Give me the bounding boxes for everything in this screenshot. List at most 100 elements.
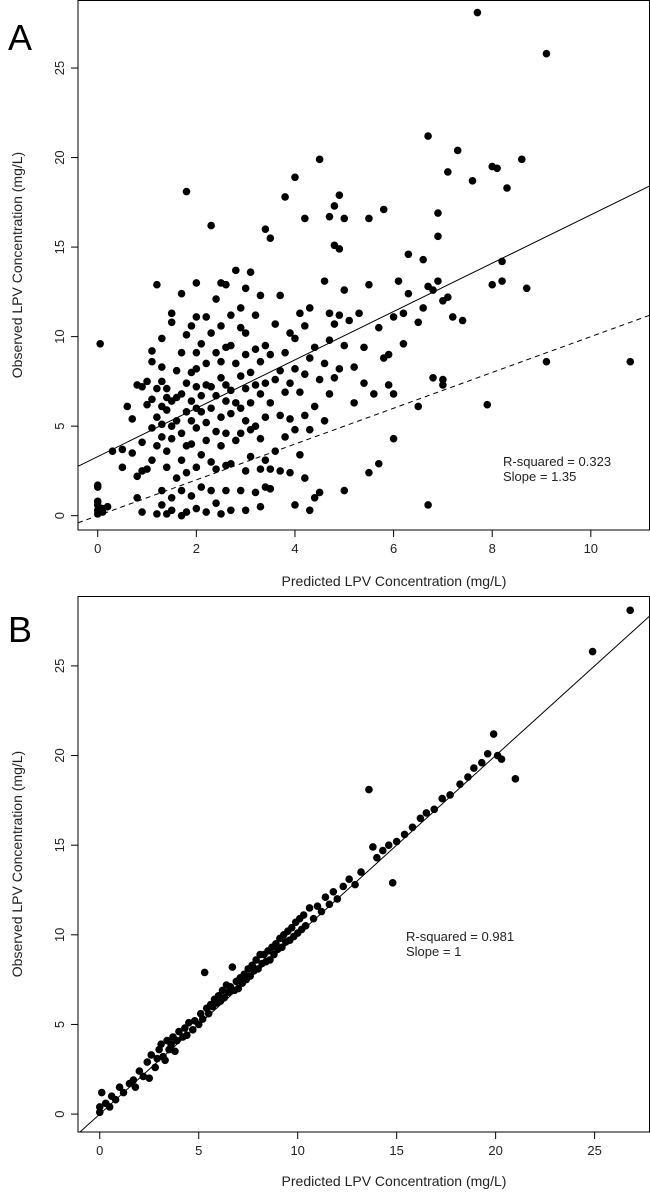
data-point bbox=[256, 502, 265, 511]
data-point bbox=[379, 846, 387, 855]
data-point bbox=[212, 391, 220, 400]
data-point bbox=[158, 486, 166, 495]
data-point bbox=[153, 384, 161, 393]
data-point bbox=[241, 350, 250, 359]
data-point bbox=[236, 486, 245, 495]
data-point bbox=[246, 368, 255, 377]
data-point bbox=[261, 413, 270, 421]
y-tick-label: 15 bbox=[52, 838, 67, 852]
data-point bbox=[384, 841, 393, 849]
data-point bbox=[261, 456, 270, 464]
data-point bbox=[204, 1009, 213, 1018]
data-point bbox=[517, 155, 526, 164]
data-point bbox=[161, 1056, 169, 1065]
data-point bbox=[374, 459, 383, 468]
data-point bbox=[217, 510, 225, 518]
data-point bbox=[222, 486, 230, 495]
data-point bbox=[148, 347, 156, 355]
data-point bbox=[162, 384, 171, 393]
data-point bbox=[197, 339, 206, 348]
data-point bbox=[157, 1040, 165, 1048]
plot-area bbox=[78, 8, 650, 524]
x-tick-label: 0 bbox=[94, 541, 101, 556]
data-point bbox=[271, 447, 280, 456]
data-point bbox=[261, 225, 270, 233]
data-point bbox=[218, 986, 227, 995]
data-point bbox=[321, 893, 330, 901]
data-point bbox=[320, 277, 329, 285]
data-point bbox=[626, 606, 635, 615]
data-point bbox=[444, 168, 452, 176]
y-tick-label: 20 bbox=[52, 150, 67, 164]
y-tick-label: 5 bbox=[52, 1021, 67, 1028]
data-point bbox=[429, 286, 437, 294]
data-point bbox=[325, 309, 334, 318]
data-point bbox=[542, 49, 551, 58]
data-point bbox=[153, 413, 161, 421]
data-point bbox=[281, 433, 289, 441]
data-point bbox=[305, 304, 314, 312]
x-tick-label: 5 bbox=[195, 1143, 202, 1158]
data-point bbox=[305, 425, 314, 434]
y-tick-label: 15 bbox=[52, 240, 67, 254]
data-point bbox=[542, 357, 551, 366]
data-point bbox=[162, 406, 171, 414]
data-point bbox=[281, 193, 289, 201]
x-tick-label: 20 bbox=[488, 1143, 502, 1158]
y-axis-title: Observed LPV Concentration (mg/L) bbox=[9, 152, 25, 378]
y-tick-label: 20 bbox=[52, 748, 67, 762]
data-point bbox=[429, 374, 437, 382]
data-point bbox=[93, 497, 102, 506]
data-point bbox=[118, 445, 127, 454]
x-tick-label: 8 bbox=[489, 541, 496, 556]
x-tick-label: 25 bbox=[587, 1143, 601, 1158]
data-point bbox=[345, 316, 354, 325]
data-point bbox=[256, 357, 265, 366]
x-tick-label: 10 bbox=[584, 541, 598, 556]
regression-line bbox=[79, 615, 650, 1132]
data-point bbox=[291, 173, 299, 182]
data-point bbox=[93, 481, 102, 490]
data-point bbox=[305, 904, 314, 912]
data-point bbox=[172, 366, 181, 375]
data-point bbox=[453, 146, 462, 155]
data-point bbox=[175, 1027, 183, 1036]
data-point bbox=[399, 309, 408, 318]
data-point bbox=[153, 280, 161, 289]
data-point bbox=[296, 309, 304, 318]
data-point bbox=[330, 374, 339, 382]
data-point bbox=[153, 1054, 161, 1063]
data-point bbox=[374, 323, 383, 332]
data-point bbox=[129, 1076, 138, 1084]
data-point bbox=[167, 434, 176, 443]
data-point bbox=[626, 357, 635, 366]
data-point bbox=[394, 277, 403, 285]
data-point bbox=[251, 345, 260, 353]
data-point bbox=[182, 331, 191, 339]
data-point bbox=[278, 943, 286, 952]
data-point bbox=[419, 255, 427, 264]
data-point bbox=[360, 343, 368, 352]
data-point bbox=[177, 429, 186, 438]
data-point bbox=[388, 879, 397, 887]
identity-line bbox=[78, 314, 650, 524]
data-point bbox=[444, 293, 452, 302]
data-point bbox=[227, 386, 235, 395]
data-point bbox=[299, 911, 308, 919]
data-point bbox=[251, 488, 260, 497]
data-point bbox=[483, 400, 492, 409]
data-point bbox=[95, 1103, 104, 1111]
data-point bbox=[365, 468, 373, 477]
data-point bbox=[171, 1047, 179, 1056]
data-point bbox=[498, 277, 506, 285]
data-point bbox=[187, 416, 196, 425]
data-point bbox=[241, 467, 250, 475]
data-point bbox=[389, 313, 398, 321]
data-point bbox=[325, 336, 334, 345]
data-point bbox=[246, 268, 255, 276]
data-point bbox=[340, 286, 349, 294]
data-point bbox=[493, 164, 501, 173]
data-point bbox=[217, 413, 225, 421]
data-point bbox=[145, 1074, 154, 1083]
data-point bbox=[231, 266, 240, 275]
